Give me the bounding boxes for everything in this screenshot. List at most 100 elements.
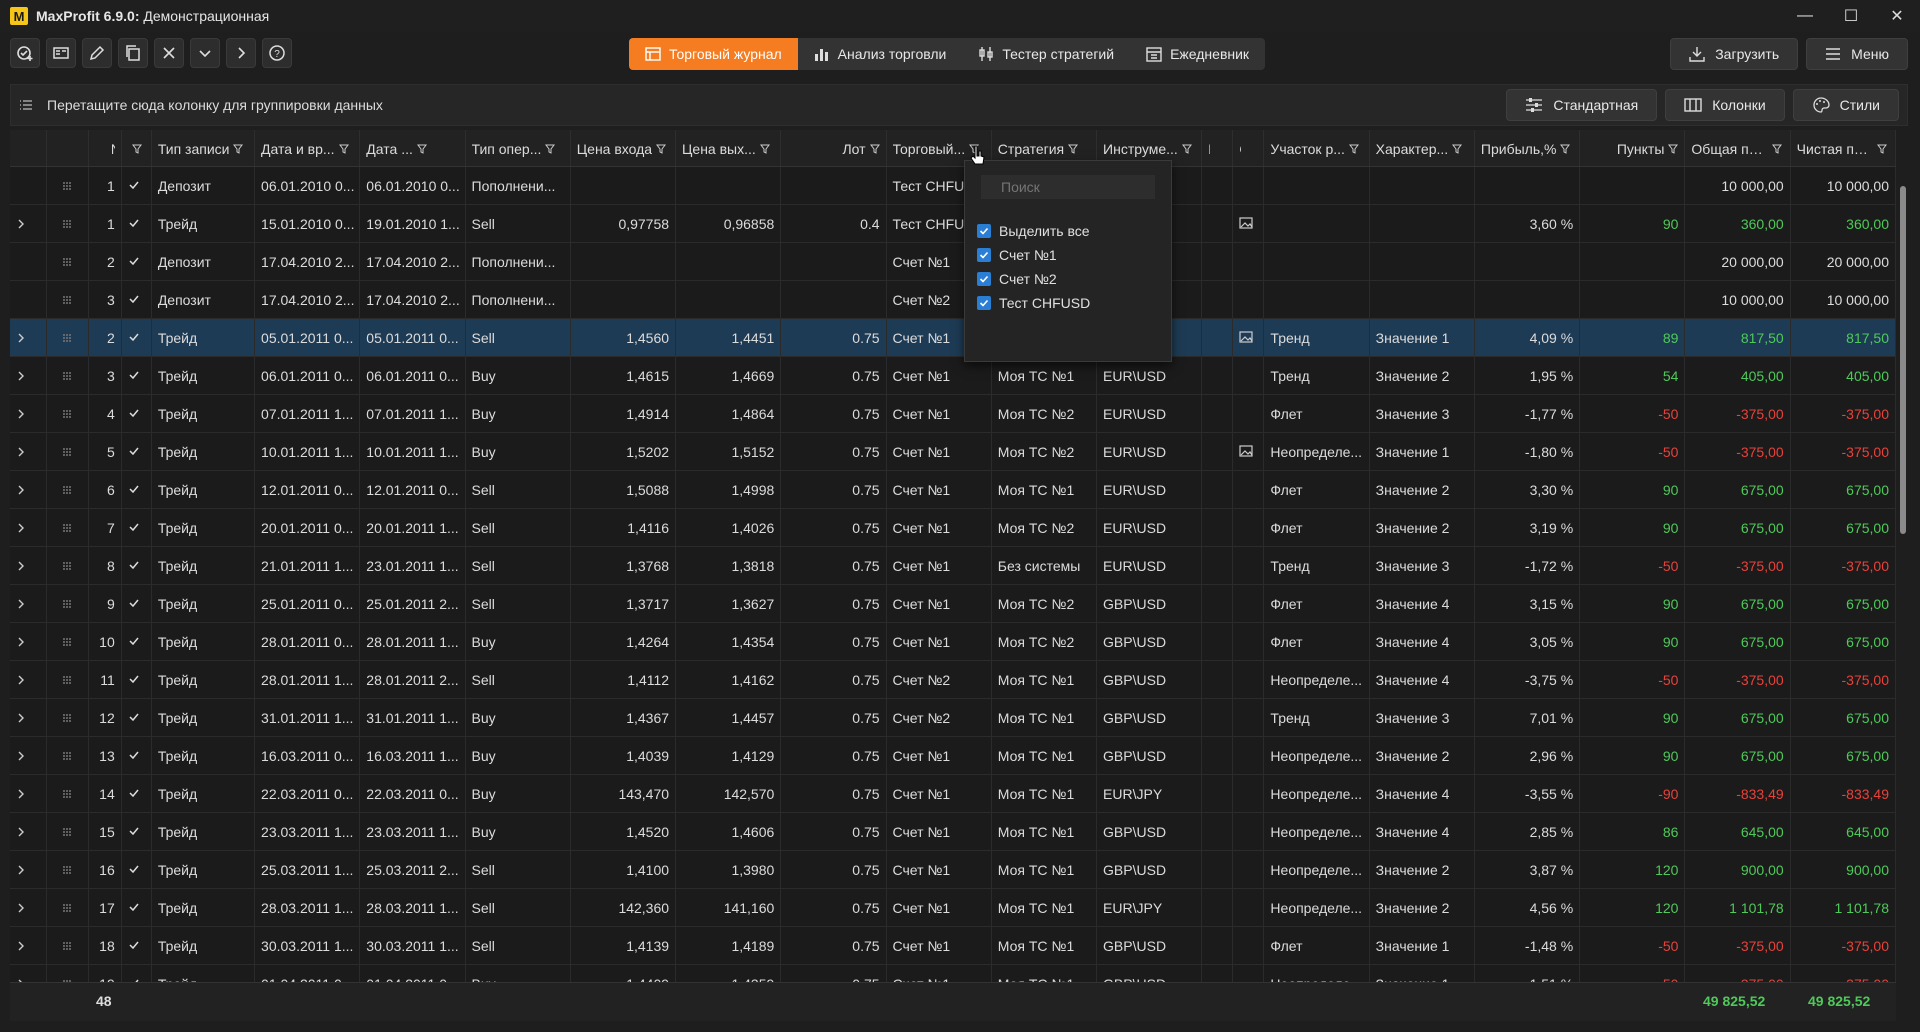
checkmark-icon[interactable] — [128, 559, 140, 571]
checkmark-icon[interactable] — [128, 901, 140, 913]
image-icon[interactable] — [1239, 216, 1253, 229]
col-check[interactable] — [121, 130, 152, 167]
filter-search-input[interactable] — [981, 175, 1155, 199]
checkmark-icon[interactable] — [128, 293, 140, 305]
expand-row-icon[interactable] — [16, 371, 26, 381]
columns-button[interactable]: Колонки — [1665, 89, 1785, 121]
table-row[interactable]: 2 Трейд 05.01.2011 0... 05.01.2011 0... Sell… — [10, 318, 1896, 357]
col-operation-type[interactable]: Тип опер... — [465, 130, 571, 167]
table-row[interactable]: 8 Трейд 21.01.2011 1... 23.01.2011 1... Sell… — [10, 546, 1896, 585]
col-exit-price[interactable]: Цена вых... — [675, 130, 782, 167]
table-row[interactable]: 10 Трейд 28.01.2011 0... 28.01.2011 1... Buy… — [10, 622, 1896, 661]
drag-handle-icon[interactable] — [62, 941, 72, 951]
card-icon[interactable] — [46, 38, 76, 68]
expand-row-icon[interactable] — [16, 675, 26, 685]
col-open-date[interactable]: Дата и вр... — [254, 130, 361, 167]
table-row[interactable]: 15 Трейд 23.03.2011 1... 23.03.2011 1... Buy… — [10, 812, 1896, 851]
checkmark-icon[interactable] — [128, 521, 140, 533]
filter-account-1[interactable]: Счет №1 — [977, 247, 1057, 263]
filter-icon[interactable] — [1877, 144, 1887, 154]
checkmark-icon[interactable] — [128, 407, 140, 419]
chevron-down-icon[interactable] — [190, 38, 220, 68]
checkmark-icon[interactable] — [128, 749, 140, 761]
col-number[interactable]: № — [88, 130, 122, 167]
expand-col-header[interactable] — [10, 130, 47, 167]
drag-handle-icon[interactable] — [62, 789, 72, 799]
col-close-date[interactable]: Дата ... — [359, 130, 466, 167]
drag-handle-icon[interactable] — [62, 257, 72, 267]
table-row[interactable]: 9 Трейд 25.01.2011 0... 25.01.2011 2... Sell… — [10, 584, 1896, 623]
expand-row-icon[interactable] — [16, 789, 26, 799]
filter-icon[interactable] — [1771, 144, 1782, 154]
expand-row-icon[interactable] — [16, 485, 26, 495]
expand-row-icon[interactable] — [16, 523, 26, 533]
expand-row-icon[interactable] — [16, 447, 26, 457]
checkmark-icon[interactable] — [128, 255, 140, 267]
filter-icon[interactable] — [233, 144, 244, 154]
expand-row-icon[interactable] — [16, 751, 26, 761]
table-row[interactable]: 18 Трейд 30.03.2011 1... 30.03.2011 1... Sel… — [10, 926, 1896, 965]
drag-handle-icon[interactable] — [62, 599, 72, 609]
checkbox-checked-icon[interactable] — [977, 224, 991, 238]
filter-icon[interactable] — [545, 144, 556, 154]
drag-handle-icon[interactable] — [62, 827, 72, 837]
checkmark-icon[interactable] — [128, 597, 140, 609]
expand-row-icon[interactable] — [16, 865, 26, 875]
load-button[interactable]: Загрузить — [1670, 38, 1799, 70]
standard-view-button[interactable]: Стандартная — [1506, 89, 1658, 121]
help-icon[interactable]: ? — [262, 38, 292, 68]
expand-row-icon[interactable] — [16, 827, 26, 837]
checkmark-icon[interactable] — [128, 787, 140, 799]
checkmark-icon[interactable] — [128, 445, 140, 457]
table-row[interactable]: 2 Депозит 17.04.2010 2... 17.04.2010 2... По… — [10, 242, 1896, 281]
col-s[interactable]: С... — [1232, 130, 1265, 167]
drag-handle-icon[interactable] — [62, 523, 72, 533]
checkmark-icon[interactable] — [128, 673, 140, 685]
drag-col-header[interactable] — [46, 130, 89, 167]
expand-row-icon[interactable] — [16, 409, 26, 419]
filter-icon[interactable] — [1668, 144, 1679, 154]
drag-handle-icon[interactable] — [62, 865, 72, 875]
table-row[interactable]: 3 Трейд 06.01.2011 0... 06.01.2011 0... Buy 1… — [10, 356, 1896, 395]
drag-handle-icon[interactable] — [62, 903, 72, 913]
filter-select-all[interactable]: Выделить все — [977, 223, 1090, 239]
expand-row-icon[interactable] — [16, 219, 26, 229]
drag-handle-icon[interactable] — [62, 979, 72, 983]
filter-icon[interactable] — [131, 144, 142, 155]
checkmark-icon[interactable] — [128, 939, 140, 951]
drag-handle-icon[interactable] — [62, 751, 72, 761]
col-points[interactable]: Пункты — [1579, 130, 1686, 167]
drag-handle-icon[interactable] — [62, 561, 72, 571]
checkmark-icon[interactable] — [128, 863, 140, 875]
table-row[interactable]: 16 Трейд 25.03.2011 1... 25.03.2011 2... Sel… — [10, 850, 1896, 889]
drag-handle-icon[interactable] — [62, 371, 72, 381]
checkmark-icon[interactable] — [128, 825, 140, 837]
maximize-icon[interactable]: ☐ — [1843, 8, 1859, 25]
col-entry-price[interactable]: Цена входа — [570, 130, 677, 167]
drag-handle-icon[interactable] — [62, 333, 72, 343]
col-record-type[interactable]: Тип записи — [151, 130, 256, 167]
filter-icon[interactable] — [869, 144, 880, 154]
menu-button[interactable]: Меню — [1806, 38, 1908, 70]
drag-handle-icon[interactable] — [62, 637, 72, 647]
table-row[interactable]: 17 Трейд 28.03.2011 1... 28.03.2011 1... Sel… — [10, 888, 1896, 927]
table-row[interactable]: 4 Трейд 07.01.2011 1... 07.01.2011 1... Buy 1… — [10, 394, 1896, 433]
filter-icon[interactable] — [656, 144, 667, 154]
add-record-icon[interactable] — [10, 38, 40, 68]
table-row[interactable]: 13 Трейд 16.03.2011 0... 16.03.2011 1... Buy… — [10, 736, 1896, 775]
tab-diary[interactable]: Ежедневник — [1130, 38, 1265, 70]
checkbox-checked-icon[interactable] — [977, 272, 991, 286]
checkmark-icon[interactable] — [128, 711, 140, 723]
drag-handle-icon[interactable] — [62, 181, 72, 191]
table-row[interactable]: 1 Депозит 06.01.2010 0... 06.01.2010 0... По… — [10, 166, 1896, 205]
styles-button[interactable]: Стили — [1792, 89, 1899, 121]
table-row[interactable]: 7 Трейд 20.01.2011 0... 20.01.2011 1... Sell… — [10, 508, 1896, 547]
image-icon[interactable] — [1239, 330, 1253, 343]
checkbox-checked-icon[interactable] — [977, 248, 991, 262]
close-window-icon[interactable]: ✕ — [1890, 8, 1904, 25]
filter-icon[interactable] — [759, 144, 770, 154]
checkmark-icon[interactable] — [128, 217, 140, 229]
drag-handle-icon[interactable] — [62, 409, 72, 419]
drag-handle-icon[interactable] — [62, 675, 72, 685]
checkmark-icon[interactable] — [128, 369, 140, 381]
